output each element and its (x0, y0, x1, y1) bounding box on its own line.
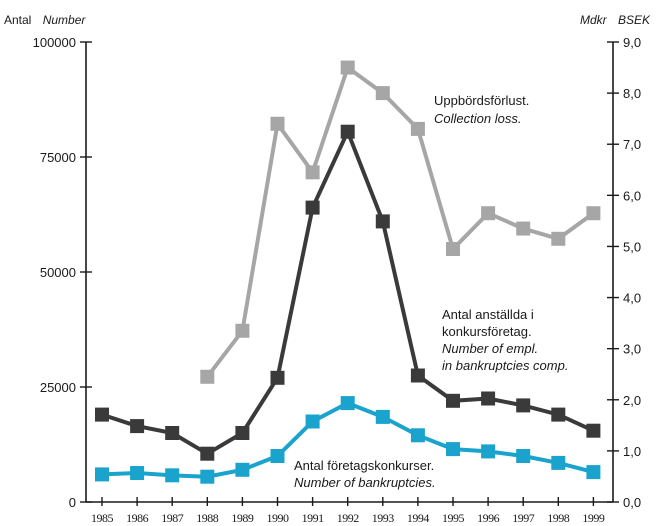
data-point-collection_loss (375, 86, 390, 101)
right-tick-label: 9,0 (623, 35, 641, 50)
x-tick-label: 1987 (161, 511, 184, 525)
x-tick-label: 1989 (231, 511, 254, 525)
collection-loss-label-en: Collection loss. (434, 111, 521, 126)
x-tick-label: 1995 (442, 511, 465, 525)
x-tick-label: 1991 (302, 511, 325, 525)
x-tick-label: 1993 (372, 511, 395, 525)
x-tick-label: 1990 (267, 511, 290, 525)
data-point-employees (340, 124, 355, 139)
data-point-bankruptcies (340, 396, 355, 411)
x-tick-label: 1988 (196, 511, 219, 525)
right-axis-title-en: BSEK (618, 13, 651, 27)
data-point-bankruptcies (165, 468, 180, 483)
data-point-employees (516, 398, 531, 413)
x-tick-label: 1985 (91, 511, 114, 525)
left-axis-title-sv: Antal (4, 13, 31, 27)
right-tick-label: 5,0 (623, 239, 641, 254)
data-point-bankruptcies (305, 414, 320, 429)
data-point-bankruptcies (516, 449, 531, 463)
data-point-bankruptcies (551, 455, 566, 470)
data-point-employees (95, 407, 109, 422)
right-tick-label: 1,0 (623, 444, 641, 459)
bankruptcies-label-sv: Antal företagskonkurser. (294, 458, 434, 473)
x-tick-label: 1996 (477, 511, 500, 525)
data-point-collection_loss (235, 323, 250, 338)
data-point-bankruptcies (270, 449, 285, 463)
data-point-bankruptcies (586, 465, 601, 480)
x-tick-label: 1998 (547, 511, 570, 525)
data-point-employees (481, 391, 496, 406)
data-point-collection_loss (446, 242, 460, 256)
x-tick-label: 1999 (582, 511, 605, 525)
x-axis-ticks: 1985 1986 1987 1988 1989 1990 1991 1992 1993 1994… (91, 497, 605, 525)
left-tick-label: 0 (69, 495, 76, 510)
data-point-bankruptcies (235, 462, 250, 477)
employees-label-sv-1: Antal anställda i (442, 307, 534, 322)
data-point-bankruptcies (481, 444, 496, 459)
left-tick-label: 25000 (40, 380, 76, 395)
data-point-bankruptcies (200, 469, 215, 484)
left-tick-label: 50000 (40, 265, 76, 280)
data-point-bankruptcies (95, 467, 109, 482)
data-point-employees (551, 407, 566, 422)
data-point-employees (200, 446, 215, 461)
data-point-collection_loss (410, 121, 425, 136)
right-axis-ticks: 0,0 1,0 2,0 3,0 4,0 5,0 6,0 7,0 8,0 9,0 (607, 35, 641, 510)
left-tick-label: 100000 (33, 35, 76, 50)
x-tick-label: 1997 (512, 511, 535, 525)
employees-label-sv-2: konkursföretag. (442, 324, 532, 339)
data-point-bankruptcies (410, 428, 425, 443)
right-tick-label: 4,0 (623, 291, 641, 306)
left-axis-ticks: 0 25000 50000 75000 100000 (33, 35, 92, 510)
data-point-collection_loss (481, 206, 496, 221)
data-point-collection_loss (200, 369, 215, 384)
data-point-employees (586, 423, 601, 438)
data-point-collection_loss (516, 221, 531, 236)
data-point-employees (165, 426, 180, 440)
employees-label-en-2: in bankruptcies comp. (442, 358, 568, 373)
left-tick-label: 75000 (40, 150, 76, 165)
x-tick-label: 1994 (407, 511, 430, 525)
right-tick-label: 7,0 (623, 137, 641, 152)
bankruptcies-label: Antal företagskonkurser. Number of bankr… (294, 458, 438, 490)
data-point-bankruptcies (375, 409, 390, 424)
right-axis-title: Mdkr BSEK (580, 13, 651, 27)
collection-loss-label-sv: Uppbördsförlust. (434, 93, 529, 108)
bankruptcies-label-en: Number of bankruptcies. (294, 475, 436, 490)
x-tick-label: 1992 (337, 511, 360, 525)
series-collection_loss (200, 60, 601, 384)
series-bankruptcies (95, 396, 601, 484)
data-point-bankruptcies (446, 442, 460, 457)
right-tick-label: 3,0 (623, 342, 641, 357)
series-layer (95, 60, 601, 484)
right-axis-title-sv: Mdkr (580, 13, 608, 27)
data-point-employees (235, 426, 250, 440)
left-axis-title-en: Number (43, 13, 87, 27)
data-point-collection_loss (340, 60, 355, 75)
data-point-employees (375, 214, 390, 229)
data-point-bankruptcies (130, 466, 145, 481)
data-point-collection_loss (270, 116, 285, 131)
series-employees (95, 124, 601, 461)
data-point-employees (130, 419, 145, 434)
data-point-employees (410, 368, 425, 383)
data-point-collection_loss (305, 165, 320, 180)
right-tick-label: 2,0 (623, 393, 641, 408)
right-tick-label: 0,0 (623, 495, 641, 510)
right-tick-label: 6,0 (623, 188, 641, 203)
collection-loss-label: Uppbördsförlust. Collection loss. (434, 93, 533, 126)
series-line-collection_loss (205, 64, 595, 378)
right-tick-label: 8,0 (623, 86, 641, 101)
left-axis-title: Antal Number (4, 13, 86, 27)
data-point-employees (446, 393, 460, 408)
employees-label: Antal anställda i konkursföretag. Number… (442, 307, 568, 373)
employees-label-en-1: Number of empl. (442, 341, 538, 356)
data-point-employees (305, 200, 320, 215)
data-point-collection_loss (586, 206, 601, 221)
data-point-collection_loss (551, 231, 566, 246)
x-tick-label: 1986 (126, 511, 149, 525)
data-point-employees (270, 370, 285, 385)
